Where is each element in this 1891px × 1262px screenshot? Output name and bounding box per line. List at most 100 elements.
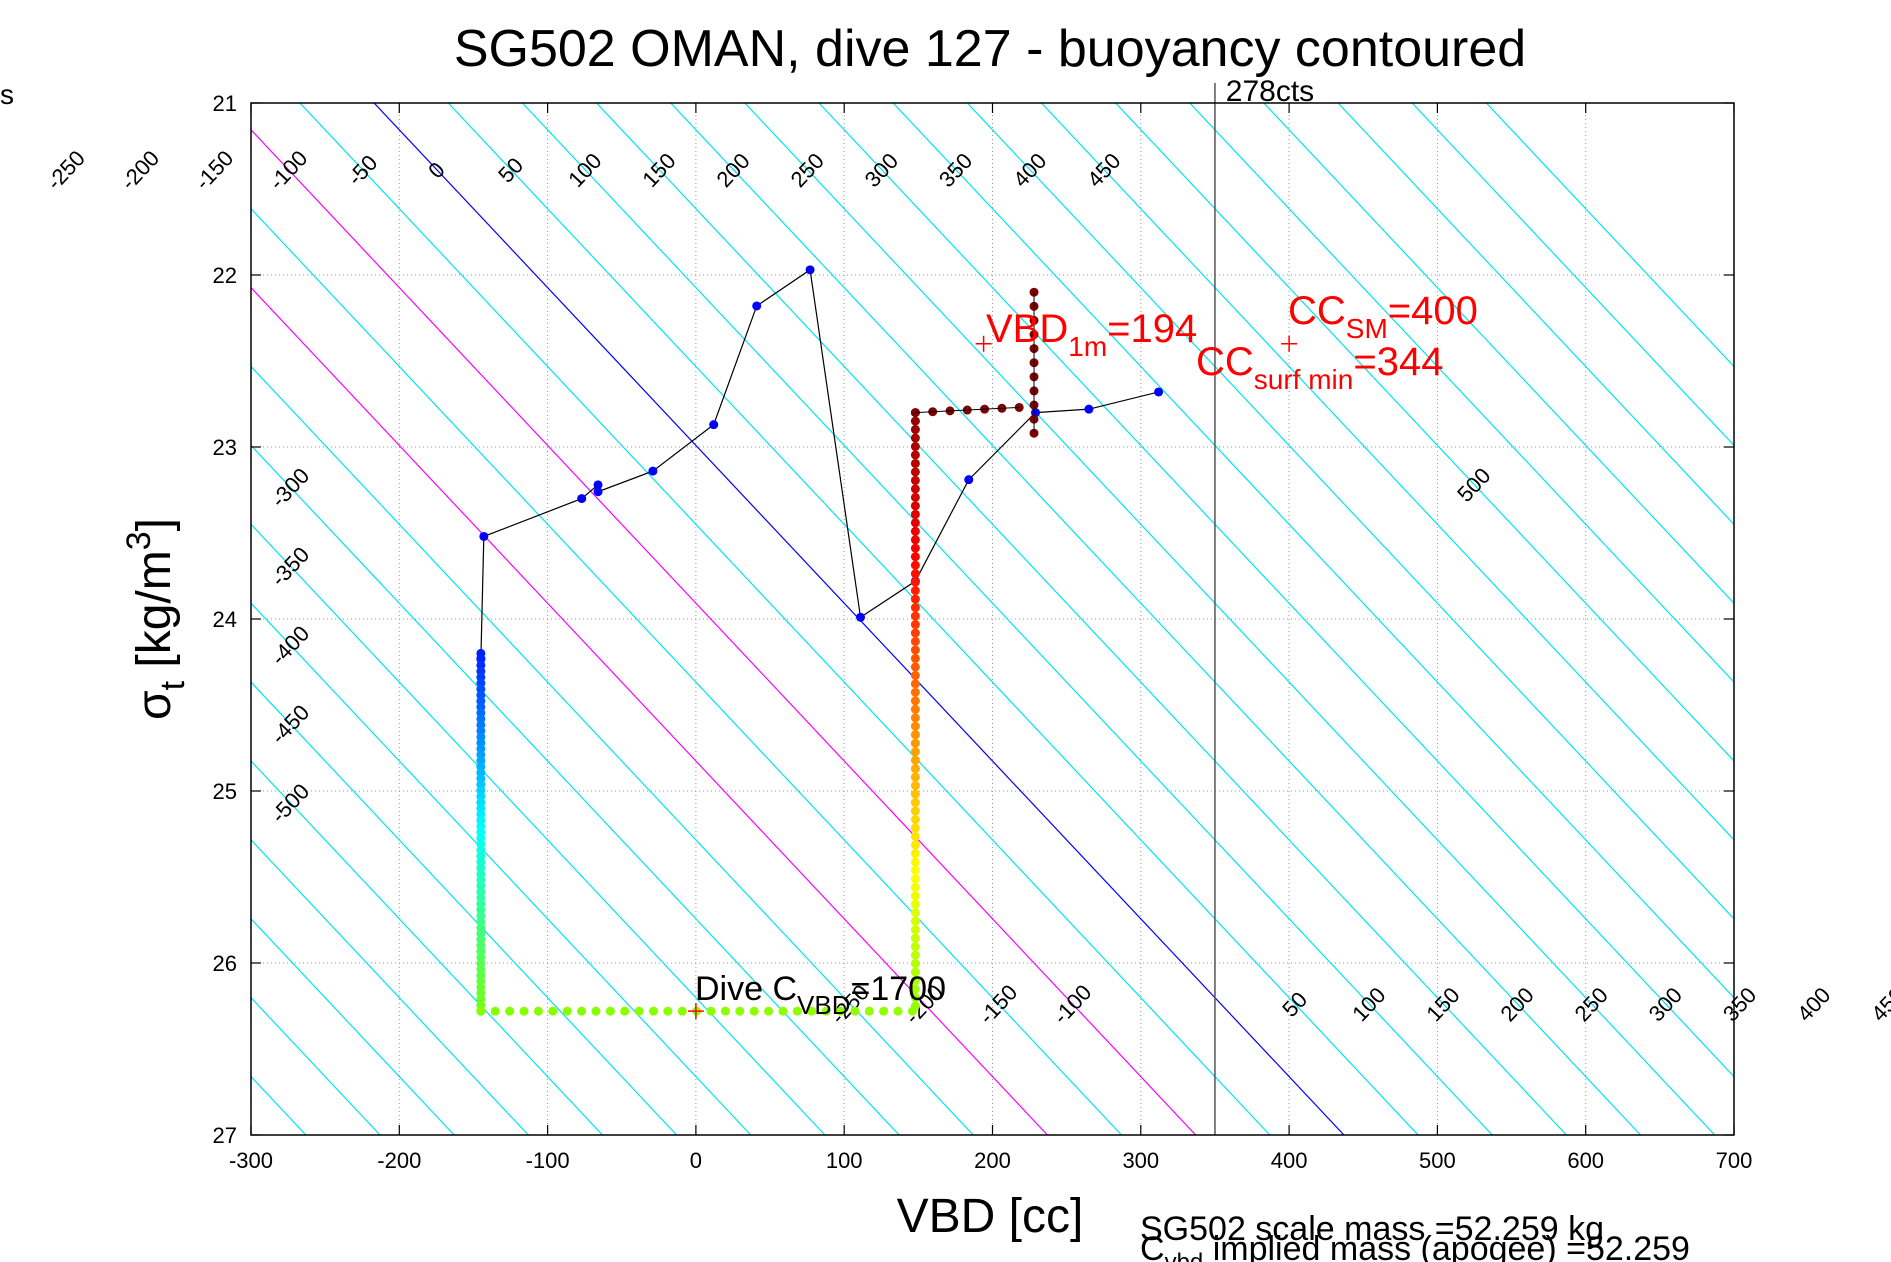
colored-series-point — [879, 1006, 889, 1016]
x-tick-label: 400 — [1271, 1148, 1308, 1173]
y-axis-label-sup: 3 — [120, 531, 158, 550]
blue-series-point — [479, 531, 489, 541]
blue-series-point — [805, 265, 815, 275]
colored-series-point — [648, 1006, 658, 1016]
colored-series-point — [910, 636, 920, 646]
colored-series-point — [533, 1006, 543, 1016]
colored-series-point — [910, 679, 920, 689]
y-axis-label-sub: t — [154, 680, 192, 690]
buoyancy-contour--250 — [744, 103, 1716, 1135]
colored-series-point — [910, 611, 920, 621]
colored-series-point — [505, 1006, 515, 1016]
annotation-ccsurf-sub: surf min — [1254, 364, 1354, 395]
colored-series-point — [764, 1006, 774, 1016]
y-tick-label: 21 — [213, 91, 237, 116]
footer-implied-sub: vbd — [1165, 1249, 1204, 1262]
colored-series-point — [910, 535, 920, 545]
colored-series-point — [910, 747, 920, 757]
annotation-ccsurf: CCsurf min=344 — [1196, 340, 1443, 395]
buoyancy-contours — [251, 103, 1734, 1135]
buoyancy-contour--350 — [892, 103, 1734, 999]
y-tick-label: 22 — [213, 263, 237, 288]
colored-series-point — [910, 416, 920, 426]
colored-series-point — [910, 577, 920, 587]
annotation-ccsm: CCSM=400 — [1288, 289, 1478, 344]
colored-series-point — [910, 772, 920, 782]
colored-series-point — [735, 1006, 745, 1016]
contour-label: -150 — [190, 145, 238, 194]
annotation-vbd1m-sub: 1m — [1068, 331, 1107, 362]
y-tick-label: 27 — [213, 1123, 237, 1148]
colored-series-point — [910, 662, 920, 672]
colored-series-point — [910, 755, 920, 765]
colored-series-point — [910, 450, 920, 460]
annotation-ccsm-sub: SM — [1346, 313, 1388, 344]
colored-series-point — [910, 925, 920, 935]
contour-label: 450 — [1866, 982, 1891, 1026]
y-axis-label-close: ] — [128, 518, 181, 531]
buoyancy-contour-250 — [251, 365, 974, 1135]
x-tick-label: 500 — [1419, 1148, 1456, 1173]
colored-series-point — [910, 959, 920, 969]
y-tick-label: 23 — [213, 435, 237, 460]
buoyancy-contour--400 — [966, 103, 1734, 920]
y-tick-label: 25 — [213, 779, 237, 804]
colored-series-point — [910, 543, 920, 553]
annotation-dive-value: =1700 — [851, 970, 947, 1008]
colored-series-point — [910, 806, 920, 816]
blue-series-point — [593, 487, 603, 497]
buoyancy-contour-450 — [251, 681, 678, 1135]
colored-series-point — [910, 484, 920, 494]
colored-series-point — [910, 764, 920, 774]
colored-series-point — [910, 908, 920, 918]
buoyancy-contour--750 — [1485, 103, 1734, 368]
blue-series-point — [1154, 387, 1164, 397]
blue-series-point — [648, 466, 658, 476]
colored-series-point — [591, 1006, 601, 1016]
colored-series-point — [910, 967, 920, 977]
colored-series-point — [677, 1006, 687, 1016]
annotation-vbd1m-main: VBD — [986, 307, 1068, 351]
colored-series-point — [910, 840, 920, 850]
colored-series-point — [910, 687, 920, 697]
buoyancy-contour--450 — [1041, 103, 1734, 841]
buoyancy-contour--600 — [1263, 103, 1734, 605]
colored-series-point — [910, 976, 920, 986]
buoyancy-contour-400 — [251, 602, 752, 1135]
blue-series-point — [856, 612, 866, 622]
colored-series-point — [476, 1006, 486, 1016]
colored-series-point — [910, 831, 920, 841]
y-tick-label: 24 — [213, 607, 237, 632]
colored-series-point — [910, 645, 920, 655]
colored-series-point — [850, 1006, 860, 1016]
blue-series-point — [964, 475, 974, 485]
colored-series-point — [910, 730, 920, 740]
colored-series-point — [910, 501, 920, 511]
colored-series-point — [706, 1006, 716, 1016]
annotation-dive-main: Dive C — [695, 970, 797, 1008]
colored-series-point — [864, 1006, 874, 1016]
x-tick-label: 700 — [1716, 1148, 1753, 1173]
colored-series-point — [910, 696, 920, 706]
colored-series-point — [910, 670, 920, 680]
x-tick-labels: -300 -200 -100 0 100 200 300 400 500 600 700 — [229, 1148, 1752, 1173]
colored-series-point — [910, 509, 920, 519]
colored-series-point — [910, 586, 920, 596]
colored-series-point — [910, 721, 920, 731]
buoyancy-contour-350 — [251, 523, 826, 1135]
contour-label: -200 — [116, 145, 164, 194]
annotation-dive-cvbd: Dive CVBD=1700 — [695, 970, 946, 1020]
colored-series-point — [910, 882, 920, 892]
colored-series — [476, 287, 1039, 1016]
colored-series-point — [910, 933, 920, 943]
colored-series-point — [519, 1006, 529, 1016]
axis-ticks — [250, 102, 1735, 1136]
colored-series-point — [749, 1006, 759, 1016]
annotation-ccsurf-main: CC — [1196, 340, 1254, 384]
buoyancy-contour-50 — [299, 103, 1271, 1135]
colored-series-point — [910, 781, 920, 791]
colored-series-point — [807, 1006, 817, 1016]
buoyancy-contour--550 — [1189, 103, 1734, 683]
x-tick-label: -100 — [526, 1148, 570, 1173]
x-tick-label: 0 — [690, 1148, 702, 1173]
